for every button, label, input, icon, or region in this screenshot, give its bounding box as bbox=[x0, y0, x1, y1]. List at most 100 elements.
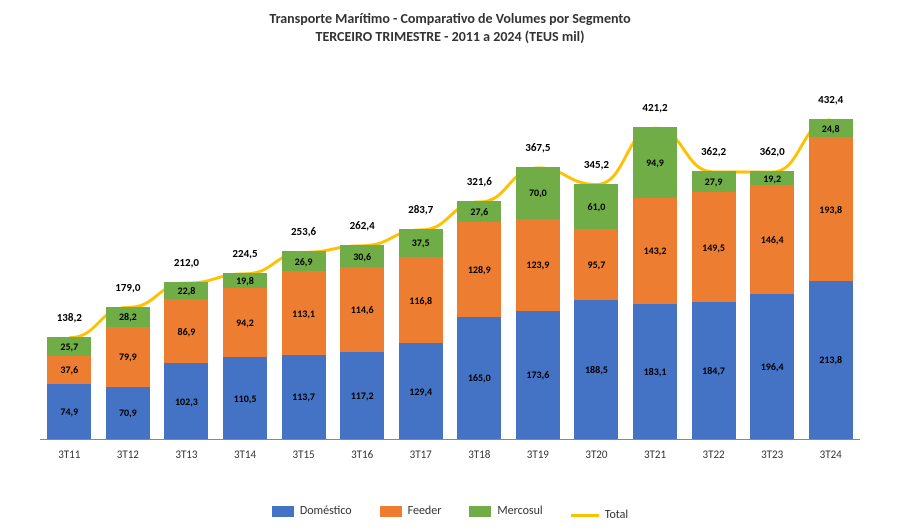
bar-segment-mercosul: 26,9 bbox=[282, 251, 326, 271]
segment-value: 116,8 bbox=[409, 294, 432, 307]
segment-value: 95,7 bbox=[588, 258, 606, 271]
x-axis-label: 3T18 bbox=[450, 448, 508, 461]
segment-value: 26,9 bbox=[295, 255, 313, 268]
segment-value: 86,9 bbox=[178, 325, 196, 338]
bar-segment-mercosul: 22,8 bbox=[164, 282, 208, 299]
legend-item: Doméstico bbox=[272, 504, 352, 518]
total-label: 262,4 bbox=[332, 219, 392, 232]
bar-segment-feeder: 123,9 bbox=[516, 219, 560, 311]
segment-value: 113,7 bbox=[292, 390, 315, 403]
bar-segment-mercosul: 24,8 bbox=[809, 119, 853, 137]
bar-segment-mercosul: 28,2 bbox=[106, 307, 150, 328]
bar-segment-mercosul: 19,8 bbox=[223, 273, 267, 288]
legend-label: Mercosul bbox=[497, 504, 542, 518]
segment-value: 30,6 bbox=[353, 250, 371, 263]
segment-value: 28,2 bbox=[119, 310, 137, 323]
bar-segment-domestico: 70,9 bbox=[106, 387, 150, 439]
x-axis-label: 3T14 bbox=[216, 448, 274, 461]
chart-title-line2: TERCEIRO TRIMESTRE - 2011 a 2024 (TEUS m… bbox=[0, 28, 900, 45]
bar-segment-domestico: 110,5 bbox=[223, 357, 267, 439]
legend: DomésticoFeederMercosulTotal bbox=[0, 504, 900, 522]
segment-value: 193,8 bbox=[819, 203, 842, 216]
segment-value: 24,8 bbox=[822, 122, 840, 135]
legend-swatch bbox=[469, 506, 491, 517]
segment-value: 146,4 bbox=[761, 233, 784, 246]
total-label: 321,6 bbox=[449, 175, 509, 188]
x-axis-label: 3T13 bbox=[157, 448, 215, 461]
segment-value: 113,1 bbox=[292, 307, 315, 320]
total-label: 224,5 bbox=[215, 247, 275, 260]
bar-segment-mercosul: 30,6 bbox=[340, 245, 384, 268]
segment-value: 37,5 bbox=[412, 236, 430, 249]
segment-value: 196,4 bbox=[761, 360, 784, 373]
total-label: 283,7 bbox=[391, 203, 451, 216]
segment-value: 61,0 bbox=[588, 200, 606, 213]
total-label: 345,2 bbox=[566, 158, 626, 171]
x-axis-label: 3T11 bbox=[40, 448, 98, 461]
legend-item: Mercosul bbox=[469, 504, 542, 518]
bar-segment-mercosul: 27,6 bbox=[457, 201, 501, 221]
bar-segment-feeder: 193,8 bbox=[809, 137, 853, 280]
segment-value: 27,9 bbox=[705, 175, 723, 188]
total-label: 253,6 bbox=[274, 225, 334, 238]
bar-segment-mercosul: 27,9 bbox=[692, 171, 736, 192]
segment-value: 114,6 bbox=[351, 303, 374, 316]
segment-value: 79,9 bbox=[119, 350, 137, 363]
totals-line bbox=[40, 70, 860, 440]
bar-segment-feeder: 149,5 bbox=[692, 192, 736, 303]
bar-segment-domestico: 183,1 bbox=[633, 304, 677, 439]
total-label: 367,5 bbox=[508, 141, 568, 154]
bar-segment-feeder: 116,8 bbox=[399, 257, 443, 343]
segment-value: 110,5 bbox=[234, 392, 257, 405]
segment-value: 149,5 bbox=[702, 241, 725, 254]
bar-segment-domestico: 74,9 bbox=[47, 384, 91, 439]
segment-value: 184,7 bbox=[702, 364, 725, 377]
bar-segment-mercosul: 70,0 bbox=[516, 167, 560, 219]
bar-segment-mercosul: 19,2 bbox=[750, 171, 794, 185]
bar-segment-domestico: 184,7 bbox=[692, 302, 736, 439]
chart-title-line1: Transporte Marítimo - Comparativo de Vol… bbox=[0, 10, 900, 27]
legend-label: Feeder bbox=[408, 504, 442, 518]
bar-segment-domestico: 213,8 bbox=[809, 281, 853, 439]
total-label: 179,0 bbox=[98, 281, 158, 294]
bar-segment-domestico: 117,2 bbox=[340, 352, 384, 439]
bar-segment-feeder: 79,9 bbox=[106, 327, 150, 386]
bar-segment-feeder: 94,2 bbox=[223, 288, 267, 358]
segment-value: 37,6 bbox=[60, 363, 78, 376]
bar-segment-domestico: 173,6 bbox=[516, 311, 560, 439]
x-axis-label: 3T12 bbox=[99, 448, 157, 461]
segment-value: 94,9 bbox=[646, 156, 664, 169]
bar-segment-feeder: 86,9 bbox=[164, 299, 208, 363]
legend-swatch bbox=[272, 506, 294, 517]
bar-segment-domestico: 129,4 bbox=[399, 343, 443, 439]
x-axis-label: 3T16 bbox=[333, 448, 391, 461]
segment-value: 173,6 bbox=[526, 368, 549, 381]
bar-segment-domestico: 113,7 bbox=[282, 355, 326, 439]
segment-value: 102,3 bbox=[175, 395, 198, 408]
bar-segment-feeder: 114,6 bbox=[340, 267, 384, 352]
segment-value: 74,9 bbox=[60, 405, 78, 418]
bar-segment-feeder: 143,2 bbox=[633, 198, 677, 304]
x-axis-label: 3T23 bbox=[743, 448, 801, 461]
segment-value: 19,8 bbox=[236, 274, 254, 287]
x-axis-label: 3T20 bbox=[567, 448, 625, 461]
segment-value: 183,1 bbox=[644, 365, 667, 378]
plot-area: 74,937,625,7138,23T1170,979,928,2179,03T… bbox=[40, 70, 860, 440]
total-label: 421,2 bbox=[625, 101, 685, 114]
bar-segment-mercosul: 94,9 bbox=[633, 127, 677, 197]
segment-value: 22,8 bbox=[178, 284, 196, 297]
total-label: 138,2 bbox=[39, 311, 99, 324]
x-axis-label: 3T22 bbox=[685, 448, 743, 461]
segment-value: 70,0 bbox=[529, 186, 547, 199]
segment-value: 123,9 bbox=[526, 258, 549, 271]
x-axis-label: 3T15 bbox=[275, 448, 333, 461]
x-axis-label: 3T24 bbox=[802, 448, 860, 461]
segment-value: 19,2 bbox=[763, 172, 781, 185]
total-label: 362,2 bbox=[684, 145, 744, 158]
segment-value: 188,5 bbox=[585, 363, 608, 376]
bar-segment-domestico: 196,4 bbox=[750, 294, 794, 439]
chart-stage: Transporte Marítimo - Comparativo de Vol… bbox=[0, 0, 900, 530]
segment-value: 27,6 bbox=[470, 205, 488, 218]
segment-value: 143,2 bbox=[644, 244, 667, 257]
bar-segment-feeder: 146,4 bbox=[750, 185, 794, 293]
